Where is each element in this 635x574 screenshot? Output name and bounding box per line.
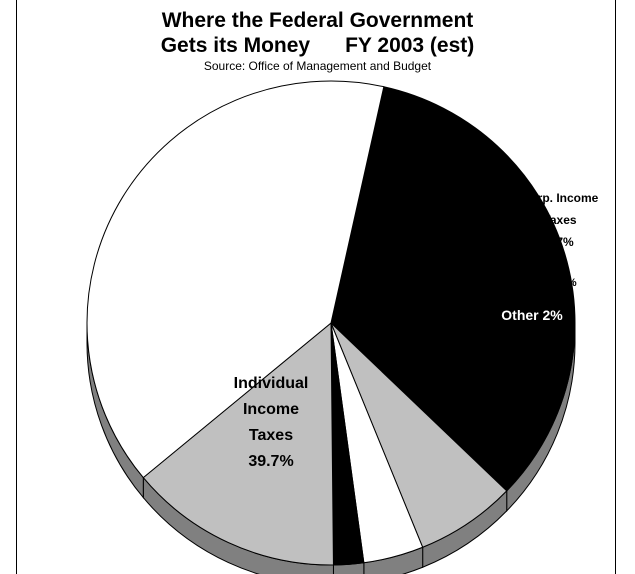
pie-label-line: Borowing: [457, 380, 531, 397]
pie-label-line: Other 2%: [501, 307, 563, 323]
pie-depth: [86, 322, 576, 574]
chart-title-line1: Where the Federal Government: [161, 9, 474, 32]
pie-label-line: 14.2%: [471, 404, 516, 421]
pie-label-line: 6.7%: [546, 235, 574, 249]
pie-label-line: Security &: [282, 155, 362, 172]
pie-label-0: Social Security & Payroll Taxes 33.9%: [282, 130, 362, 247]
chart-title: Where the Federal Government Gets its Mo…: [0, 8, 635, 58]
pie-slice-0: [330, 86, 576, 492]
pie-label-1: Corp. Income Taxes 6.7%: [522, 191, 599, 249]
pie-label-line: Social: [298, 130, 345, 147]
pie-label-line: Individual: [234, 375, 309, 392]
pie-label-3: Other 2%: [501, 307, 563, 323]
chart-frame: [16, 0, 616, 574]
pie-label-5: Individual Income Taxes 39.7%: [234, 375, 309, 470]
pie-slices: [86, 80, 576, 566]
pie-label-line: Income: [243, 401, 299, 418]
pie-slice-5: [86, 80, 385, 479]
pie-slice-4: [142, 321, 334, 566]
pie-label-line: Taxes: [543, 213, 576, 227]
pie-labels: Social Security & Payroll Taxes 33.9% Corp. I…: [234, 130, 599, 470]
pie-label-line: Excise Taxes 4%: [489, 277, 576, 289]
pie-label-line: 39.7%: [248, 453, 293, 470]
chart-title-line2: Gets its Money FY 2003 (est): [160, 34, 475, 57]
chart-subtitle: Source: Office of Management and Budget: [203, 59, 432, 73]
pie-label-2: Excise Taxes 4%: [489, 277, 576, 289]
pie-label-line: Taxes: [249, 427, 293, 444]
pie-label-line: Corp. Income: [522, 191, 599, 205]
pie-label-line: Taxes: [300, 205, 344, 222]
pie-label-4: Borowing 14.2%: [457, 380, 531, 421]
pie-label-line: Payroll: [295, 180, 348, 197]
pie-label-line: 33.9%: [299, 230, 344, 247]
